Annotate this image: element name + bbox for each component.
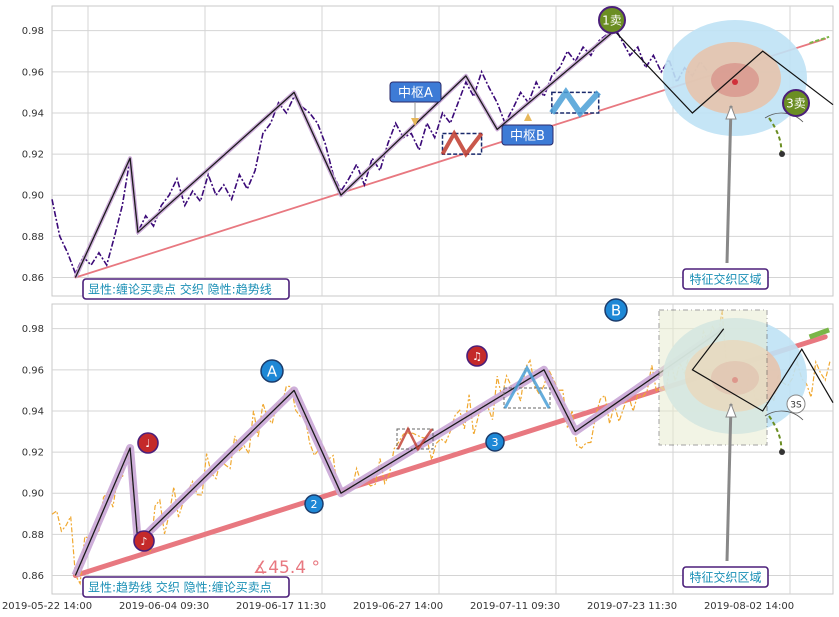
y-tick-label: 0.96 bbox=[22, 67, 44, 78]
bi-stroke bbox=[74, 30, 615, 278]
x-tick-label: 2019-08-02 14:00 bbox=[704, 601, 794, 612]
x-axis: 2019-05-22 14:00 2019-06-04 09:30 2019-06-… bbox=[2, 601, 794, 612]
bottom-panel: 0.86 0.88 0.90 0.92 0.94 0.96 0.98 显性:趋势线 交织 隐性… bbox=[22, 298, 834, 598]
projection-arc bbox=[764, 112, 804, 123]
zhongshu-box bbox=[503, 387, 551, 409]
zhongshu-a-label: 中枢A bbox=[398, 86, 433, 101]
buy-note-2-label: ♪ bbox=[140, 535, 147, 548]
feature-box bbox=[658, 309, 768, 446]
sell-note-marker bbox=[466, 345, 488, 367]
feature-zone-label: 特征交织区域 bbox=[689, 272, 761, 287]
feature-zone-label-box bbox=[682, 268, 769, 290]
zhongshu-zigzag bbox=[549, 87, 601, 118]
point-3-marker bbox=[485, 432, 505, 452]
projection-end-dot bbox=[779, 449, 785, 455]
y-tick-label: 0.92 bbox=[22, 448, 44, 459]
zone-arrow-shaft bbox=[725, 105, 733, 264]
top-panel: 0.86 0.88 0.90 0.92 0.94 0.96 0.98 显性:缠论买卖点 交织 … bbox=[22, 5, 834, 300]
bi-stroke bbox=[74, 328, 725, 576]
zhongshu-a-pointer-head bbox=[411, 118, 419, 126]
forecast-line bbox=[613, 30, 834, 114]
zone-arrow-head bbox=[725, 104, 737, 120]
x-tick-label: 2019-06-27 14:00 bbox=[353, 601, 443, 612]
x-tick-label: 2019-07-23 11:30 bbox=[587, 601, 677, 612]
buy-note-1-marker bbox=[137, 432, 159, 454]
legend-box bbox=[82, 576, 290, 598]
x-tick-label: 2019-07-11 09:30 bbox=[470, 601, 560, 612]
legend-box bbox=[82, 278, 290, 300]
zone-arrow-shaft bbox=[725, 403, 733, 562]
y-tick-label: 0.86 bbox=[22, 273, 44, 284]
legend-text: 显性:缠论买卖点 交织 隐性:趋势线 bbox=[88, 282, 272, 297]
legend-text: 显性:趋势线 交织 隐性:缠论买卖点 bbox=[88, 580, 272, 595]
zone-center-dot bbox=[732, 79, 738, 85]
feature-zone-label-box bbox=[682, 566, 769, 588]
projection-arc bbox=[764, 410, 804, 421]
y-tick-label: 0.94 bbox=[22, 406, 44, 417]
y-tick-label: 0.90 bbox=[22, 191, 44, 202]
sell-note-label: ♫ bbox=[472, 350, 482, 363]
x-tick-label: 2019-05-22 14:00 bbox=[2, 601, 92, 612]
zone-arrow-head bbox=[725, 402, 737, 418]
point-2-marker bbox=[304, 494, 324, 514]
point-b-label: B bbox=[611, 301, 621, 319]
buy-note-2-marker bbox=[133, 530, 155, 552]
projection-end-dot bbox=[779, 151, 785, 157]
zhongshu-b-label: 中枢B bbox=[510, 129, 545, 144]
sell-1-marker bbox=[598, 6, 626, 34]
feature-zone-label: 特征交织区域 bbox=[689, 570, 761, 585]
trend-extension bbox=[808, 327, 830, 340]
y-tick-label: 0.98 bbox=[22, 324, 44, 335]
point-2-label: 2 bbox=[311, 498, 318, 511]
y-tick-label: 0.88 bbox=[22, 232, 44, 243]
price-line bbox=[51, 25, 709, 276]
point-b-marker bbox=[604, 298, 628, 322]
y-tick-label: 0.92 bbox=[22, 150, 44, 161]
zhongshu-b-pointer-head bbox=[524, 113, 532, 121]
forecast-line bbox=[691, 328, 834, 412]
x-tick-label: 2019-06-17 11:30 bbox=[236, 601, 326, 612]
zhongshu-zigzag bbox=[503, 364, 551, 409]
zhongshu-box bbox=[396, 428, 434, 450]
point-a-label: A bbox=[267, 362, 278, 380]
sell-3-marker-label: 3卖 bbox=[786, 97, 806, 111]
buy-note-1-label: ♩ bbox=[145, 437, 150, 450]
y-tick-label: 0.86 bbox=[22, 571, 44, 582]
zhongshu-zigzag bbox=[440, 129, 484, 158]
point-3s-label: 3S bbox=[790, 401, 802, 411]
sell-3-marker bbox=[782, 89, 810, 117]
y-tick-label: 0.88 bbox=[22, 530, 44, 541]
point-a-marker bbox=[260, 359, 284, 383]
y-tick-label: 0.98 bbox=[22, 26, 44, 37]
angle-label: ∡45.4 ° bbox=[253, 558, 320, 578]
y-tick-label: 0.90 bbox=[22, 489, 44, 500]
sell-1-marker-label: 1卖 bbox=[602, 14, 622, 28]
zhongshu-zigzag bbox=[396, 426, 434, 452]
y-tick-label: 0.94 bbox=[22, 108, 44, 119]
zhongshu-b-label-box bbox=[501, 124, 554, 146]
y-tick-label: 0.96 bbox=[22, 365, 44, 376]
point-3s-marker bbox=[786, 394, 806, 414]
x-tick-label: 2019-06-04 09:30 bbox=[119, 601, 209, 612]
point-3-label: 3 bbox=[492, 436, 499, 449]
trend-extension bbox=[809, 35, 830, 44]
